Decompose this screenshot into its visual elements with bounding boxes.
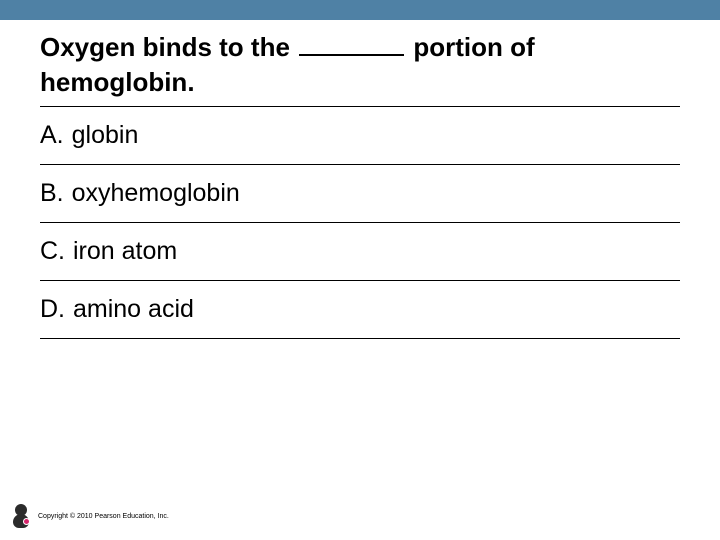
option-c: C. iron atom bbox=[40, 223, 680, 280]
slide-content: Oxygen binds to the portion of hemoglobi… bbox=[0, 20, 720, 339]
divider-4 bbox=[40, 338, 680, 339]
option-letter: C. bbox=[40, 237, 65, 266]
option-d: D. amino acid bbox=[40, 281, 680, 338]
option-text: globin bbox=[72, 121, 139, 150]
question-blank bbox=[299, 31, 404, 56]
option-a: A. globin bbox=[40, 107, 680, 164]
copyright-text: Copyright © 2010 Pearson Education, Inc. bbox=[38, 513, 169, 520]
option-b: B. oxyhemoglobin bbox=[40, 165, 680, 222]
question-part1: Oxygen binds to the bbox=[40, 32, 297, 62]
option-text: oxyhemoglobin bbox=[72, 179, 240, 208]
option-text: iron atom bbox=[73, 237, 177, 266]
option-letter: B. bbox=[40, 179, 64, 208]
logo-dot-shape bbox=[23, 518, 30, 525]
header-bar bbox=[0, 0, 720, 20]
publisher-logo-icon bbox=[10, 504, 32, 528]
option-letter: A. bbox=[40, 121, 64, 150]
question-text: Oxygen binds to the portion of hemoglobi… bbox=[40, 30, 680, 100]
option-text: amino acid bbox=[73, 295, 194, 324]
option-letter: D. bbox=[40, 295, 65, 324]
logo-head-shape bbox=[15, 504, 27, 516]
footer: Copyright © 2010 Pearson Education, Inc. bbox=[10, 504, 169, 528]
